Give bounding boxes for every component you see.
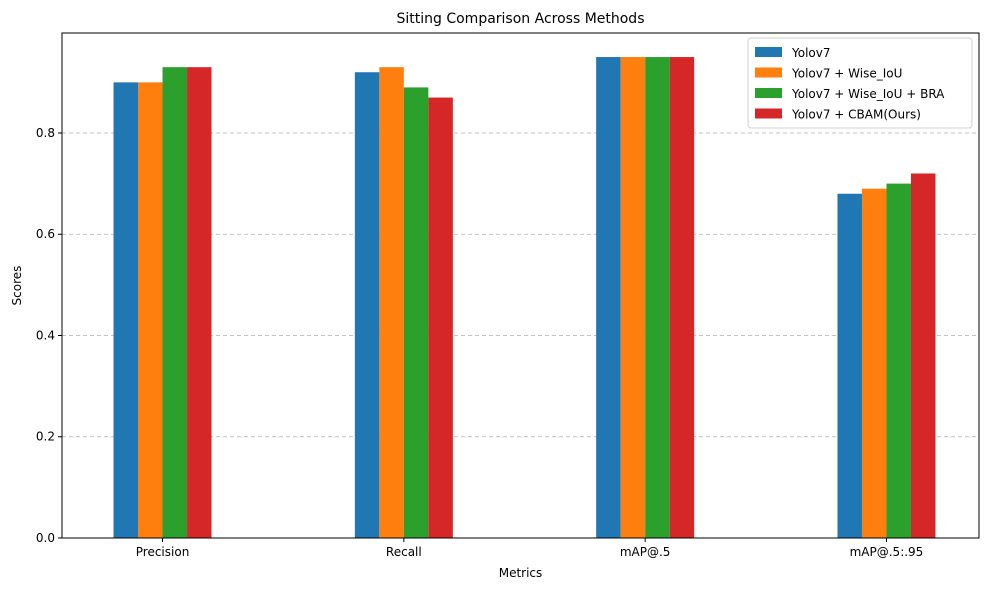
bar-4-3 [669, 57, 695, 539]
chart-title: Sitting Comparison Across Methods [396, 11, 644, 27]
y-tick-label: 0.2 [36, 430, 55, 444]
bar-3-4 [886, 183, 911, 539]
bar-3-3 [645, 57, 670, 539]
bar-4-1 [187, 67, 212, 538]
bar-1-1 [113, 82, 139, 538]
grid-lines [62, 132, 979, 438]
plot-frame [61, 32, 980, 539]
y-tick-label: 0.4 [36, 328, 55, 342]
x-tick-label: Recall [386, 545, 422, 559]
x-axis-ticks: Precision Recall mAP@.5 mAP@.5:.95 [136, 538, 924, 559]
y-tick-label: 0.8 [36, 126, 55, 140]
y-tick-label: 0.6 [36, 227, 55, 241]
bar-2-4 [861, 188, 887, 538]
bar-2-3 [620, 57, 646, 539]
y-axis-ticks: 0.0 0.2 0.4 0.6 0.8 [36, 126, 62, 545]
legend-label-1: Yolov7 [791, 46, 831, 60]
bar-4-4 [910, 173, 936, 539]
x-tick-label: mAP@.5:.95 [850, 545, 924, 559]
bar-1-4 [837, 193, 862, 538]
bar-4-2 [428, 97, 453, 538]
bars [113, 57, 936, 539]
bar-3-2 [403, 87, 429, 539]
legend-swatch-4 [755, 108, 782, 119]
legend-box [747, 37, 973, 129]
legend-swatch-3 [755, 88, 782, 98]
bar-2-1 [138, 82, 163, 538]
legend-swatch-1 [755, 47, 782, 57]
y-axis-label: Scores [10, 266, 24, 306]
legend-swatch-2 [755, 67, 782, 78]
bar-2-2 [379, 67, 404, 538]
legend-label-2: Yolov7 + Wise_IoU [791, 67, 902, 81]
legend: Yolov7 Yolov7 + Wise_IoU Yolov7 + Wise_IoU… [747, 37, 973, 129]
legend-label-3: Yolov7 + Wise_IoU + BRA [791, 87, 945, 101]
x-axis-label: Metrics [499, 566, 543, 580]
x-tick-label: Precision [136, 545, 190, 559]
bar-1-3 [596, 57, 621, 539]
bar-3-1 [162, 67, 188, 538]
legend-label-4: Yolov7 + CBAM(Ours) [791, 108, 921, 122]
bar-1-2 [354, 72, 380, 538]
x-tick-label: mAP@.5 [620, 545, 671, 559]
y-tick-label: 0.0 [36, 531, 55, 545]
